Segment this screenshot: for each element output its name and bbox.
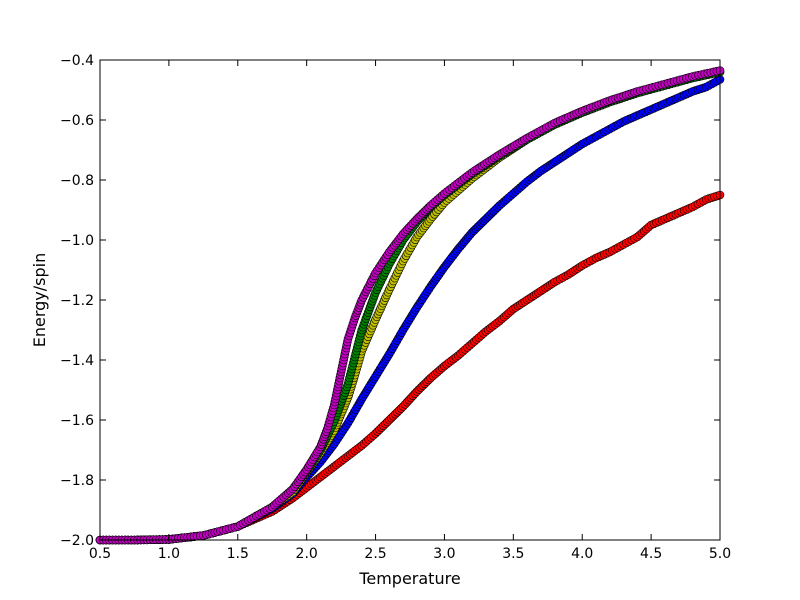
x-axis-label: Temperature <box>358 569 460 588</box>
plot-area <box>95 66 725 545</box>
y-tick-label: −1.2 <box>60 293 94 309</box>
y-tick-label: −0.6 <box>60 113 94 129</box>
x-tick-label: 1.5 <box>227 546 249 562</box>
x-tick-label: 5.0 <box>709 546 731 562</box>
x-tick-label: 3.5 <box>502 546 524 562</box>
x-tick-label: 3.0 <box>433 546 455 562</box>
y-tick-label: −1.8 <box>60 473 94 489</box>
x-tick-label: 4.0 <box>571 546 593 562</box>
y-axis-label: Energy/spin <box>30 253 49 347</box>
series-2 <box>95 75 725 545</box>
y-tick-label: −1.4 <box>60 353 94 369</box>
axes-frame <box>99 59 721 541</box>
x-tick-label: 0.5 <box>89 546 111 562</box>
axis-ticks: 0.5 1.0 1.5 2.0 2.5 3.0 3.5 4.0 4.5 5.0 −2.0 −1.8 −1… <box>60 53 731 562</box>
y-tick-label: −0.8 <box>60 173 94 189</box>
series-3 <box>95 67 725 545</box>
y-tick-label: −0.4 <box>60 53 94 69</box>
y-tick-label: −1.0 <box>60 233 94 249</box>
series-5 <box>95 66 725 545</box>
y-tick-label: −2.0 <box>60 533 94 549</box>
x-tick-label: 2.5 <box>364 546 386 562</box>
x-tick-label: 2.0 <box>296 546 318 562</box>
x-tick-label: 4.5 <box>640 546 662 562</box>
y-tick-label: −1.6 <box>60 413 94 429</box>
x-tick-label: 1.0 <box>158 546 180 562</box>
series-4 <box>95 67 725 545</box>
